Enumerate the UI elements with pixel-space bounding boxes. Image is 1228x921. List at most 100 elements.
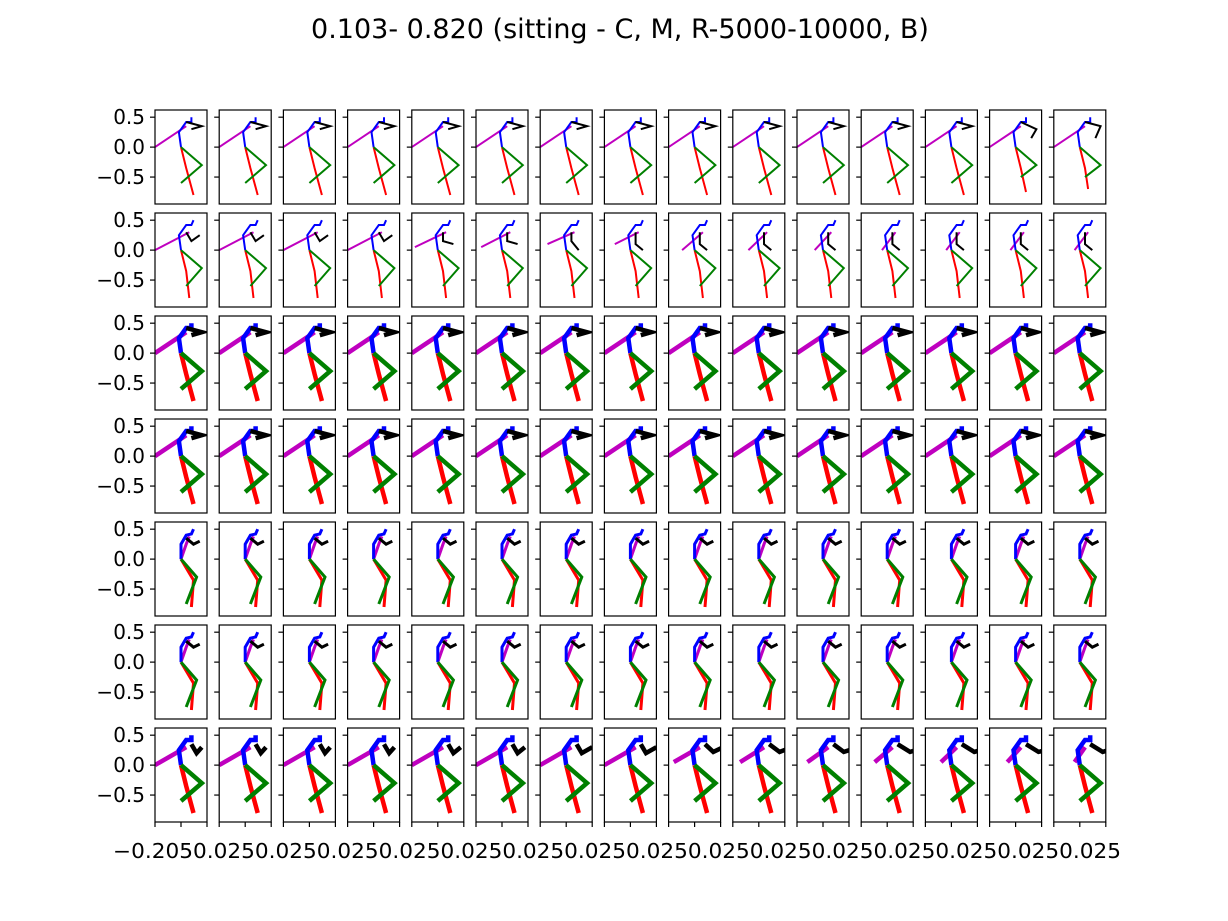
limb-left-leg	[499, 764, 517, 814]
limb-left-leg	[693, 249, 704, 299]
limb-right-arm	[891, 428, 914, 441]
limb-right-arm	[377, 231, 393, 243]
limb-left-leg	[885, 455, 902, 505]
limb-left-leg	[499, 455, 517, 505]
limb-right-arm	[956, 325, 978, 338]
limb-right-arm	[767, 742, 785, 755]
limb-left-leg	[822, 146, 837, 196]
subplot-frame	[1053, 521, 1107, 617]
skeleton	[179, 528, 201, 608]
limb-right-arm	[378, 121, 399, 131]
limb-right-arm	[891, 537, 907, 546]
subplot-r1-c9	[663, 109, 722, 205]
limb-spine-head	[177, 117, 193, 148]
limb-left-leg	[1013, 455, 1031, 505]
subplot-r5-c12	[856, 521, 914, 617]
limb-right-leg	[822, 146, 846, 184]
skeleton	[747, 219, 782, 299]
limb-spine-head	[818, 735, 836, 766]
y-tick-label: −0.5	[96, 577, 145, 601]
subplot-frame	[218, 315, 272, 411]
subplot-r3-c12	[856, 315, 914, 411]
limb-left-leg	[180, 249, 191, 299]
y-tick-label: 0.0	[113, 341, 145, 365]
limb-right-leg	[950, 661, 969, 708]
subplot-frame	[603, 212, 658, 308]
subplot-r6-c6	[471, 624, 529, 720]
limb-right-arm	[892, 121, 912, 131]
skeleton	[179, 631, 201, 711]
subplot-frame	[475, 521, 529, 617]
limb-right-arm	[955, 537, 971, 546]
limb-spine-head	[757, 631, 773, 663]
limb-right-leg	[885, 454, 912, 494]
subplot-r4-c2	[214, 418, 272, 514]
skeleton	[885, 631, 907, 711]
limb-right-leg	[628, 454, 655, 494]
limb-right-leg	[564, 351, 591, 391]
y-tick-label: 0.5	[113, 311, 145, 335]
subplot-r7-c13	[920, 727, 979, 827]
subplot-r5-c10	[727, 521, 786, 617]
limb-left-leg	[435, 764, 453, 814]
subplot-frame	[924, 109, 979, 205]
skeleton	[219, 323, 272, 402]
limb-left-leg	[435, 455, 453, 505]
subplot-frame	[667, 212, 722, 308]
limb-right-leg	[244, 249, 268, 287]
limb-right-leg	[307, 351, 334, 391]
subplot-frame	[475, 109, 529, 205]
limb-right-arm	[763, 428, 785, 441]
limb-spine-head	[946, 735, 965, 766]
skeleton	[1072, 735, 1106, 814]
subplot-frame	[282, 315, 336, 411]
skeleton	[949, 528, 971, 608]
limb-spine-head	[627, 117, 642, 148]
subplot-r3-c11	[792, 315, 850, 411]
subplot-r4-c15	[1048, 418, 1107, 514]
subplot-r4-c12	[856, 418, 914, 514]
limb-left-leg	[371, 764, 389, 814]
skeleton	[347, 426, 400, 505]
limb-left-leg	[822, 249, 833, 299]
limb-right-leg	[1078, 661, 1098, 708]
subplot-r1-c12	[856, 109, 914, 205]
subplot-r6-c11	[792, 624, 850, 720]
skeleton	[925, 323, 978, 402]
limb-spine-head	[307, 528, 324, 560]
limb-right-leg	[821, 661, 841, 708]
subplot-r4-c6	[471, 418, 529, 514]
limb-spine-head	[564, 631, 581, 663]
subplot-frame	[603, 109, 658, 205]
limb-right-arm	[827, 640, 843, 649]
limb-spine-head	[625, 735, 644, 766]
skeleton	[861, 117, 912, 196]
skeleton	[949, 631, 971, 711]
limb-right-arm	[570, 232, 580, 251]
subplot-frame	[860, 624, 914, 720]
subplot-r3-c6	[471, 315, 529, 411]
limb-spine-head	[179, 631, 195, 663]
subplot-frame	[539, 109, 593, 205]
subplot-frame	[1053, 418, 1107, 514]
limb-right-arm	[249, 428, 272, 441]
limb-spine-head	[561, 735, 579, 766]
limb-right-leg	[500, 351, 527, 391]
limb-left-leg	[501, 249, 512, 299]
limb-right-leg	[886, 146, 910, 184]
skeleton	[155, 117, 206, 196]
limb-left-leg	[949, 352, 967, 402]
limb-left-leg	[885, 352, 902, 402]
limb-right-leg	[949, 351, 976, 391]
limb-left-leg	[307, 764, 325, 814]
limb-right-leg	[1014, 146, 1038, 178]
subplot-r3-c10	[727, 315, 786, 411]
limb-right-leg	[1078, 351, 1105, 391]
subplot-r4-c14	[984, 418, 1043, 514]
subplot-r7-c10	[727, 727, 786, 827]
limb-spine-head	[1012, 117, 1027, 148]
limb-left-leg	[372, 146, 388, 196]
limb-right-leg	[629, 146, 653, 184]
skeleton	[693, 528, 714, 608]
limb-right-leg	[243, 763, 270, 803]
